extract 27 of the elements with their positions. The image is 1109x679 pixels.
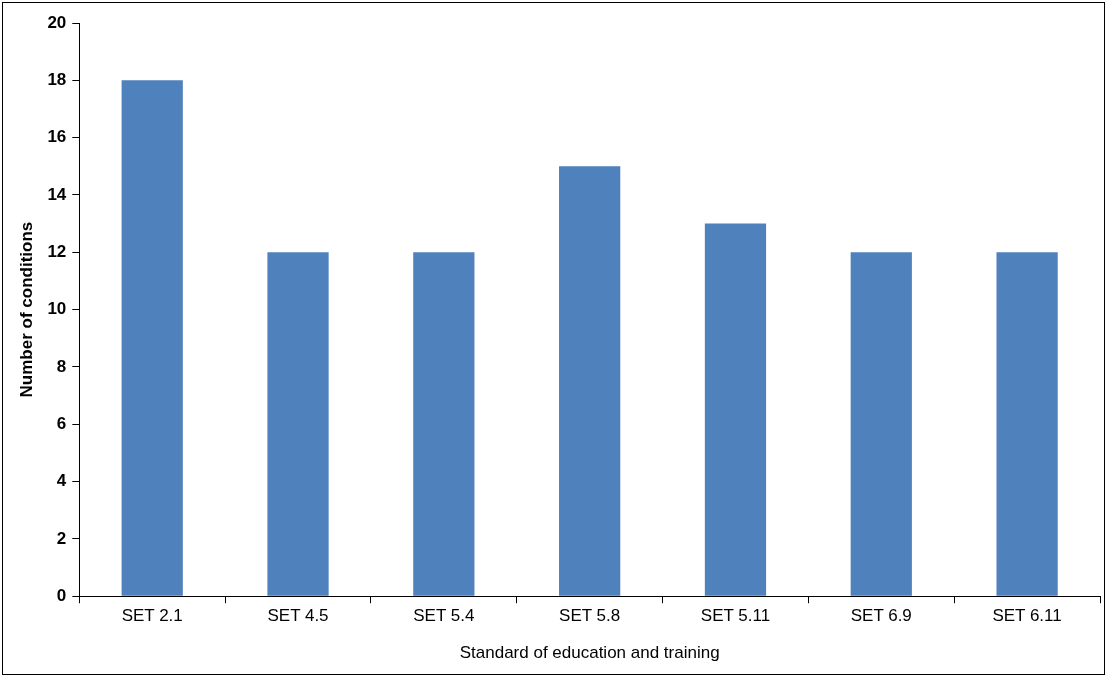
y-tick-label: 12 xyxy=(47,241,67,261)
bar xyxy=(121,80,183,596)
y-tick-label: 20 xyxy=(47,12,67,32)
y-axis-title: Number of conditions xyxy=(16,221,36,398)
y-tick-label: 10 xyxy=(47,299,67,319)
x-axis-title: Standard of education and training xyxy=(459,643,720,663)
x-tick-label: SET 5.8 xyxy=(559,606,621,626)
x-tick-label: SET 6.11 xyxy=(992,606,1062,626)
x-tick-label: SET 2.1 xyxy=(121,606,183,626)
y-tick-label: 18 xyxy=(47,70,67,90)
y-tick-label: 2 xyxy=(56,528,67,548)
bar xyxy=(267,252,329,596)
bar xyxy=(996,252,1058,596)
y-tick-label: 14 xyxy=(47,184,67,204)
x-tick-label: SET 5.4 xyxy=(413,606,475,626)
y-tick-label: 8 xyxy=(56,356,67,376)
y-tick-label: 4 xyxy=(56,471,67,491)
bar xyxy=(559,166,621,596)
bar xyxy=(850,252,912,596)
y-tick-label: 0 xyxy=(56,585,67,605)
bar xyxy=(704,223,767,596)
x-tick-label: SET 4.5 xyxy=(267,606,329,626)
x-tick-label: SET 5.11 xyxy=(700,606,771,626)
y-tick-label: 16 xyxy=(47,127,67,147)
bar xyxy=(413,252,475,596)
x-tick-label: SET 6.9 xyxy=(850,606,912,626)
y-tick-label: 6 xyxy=(56,413,67,433)
